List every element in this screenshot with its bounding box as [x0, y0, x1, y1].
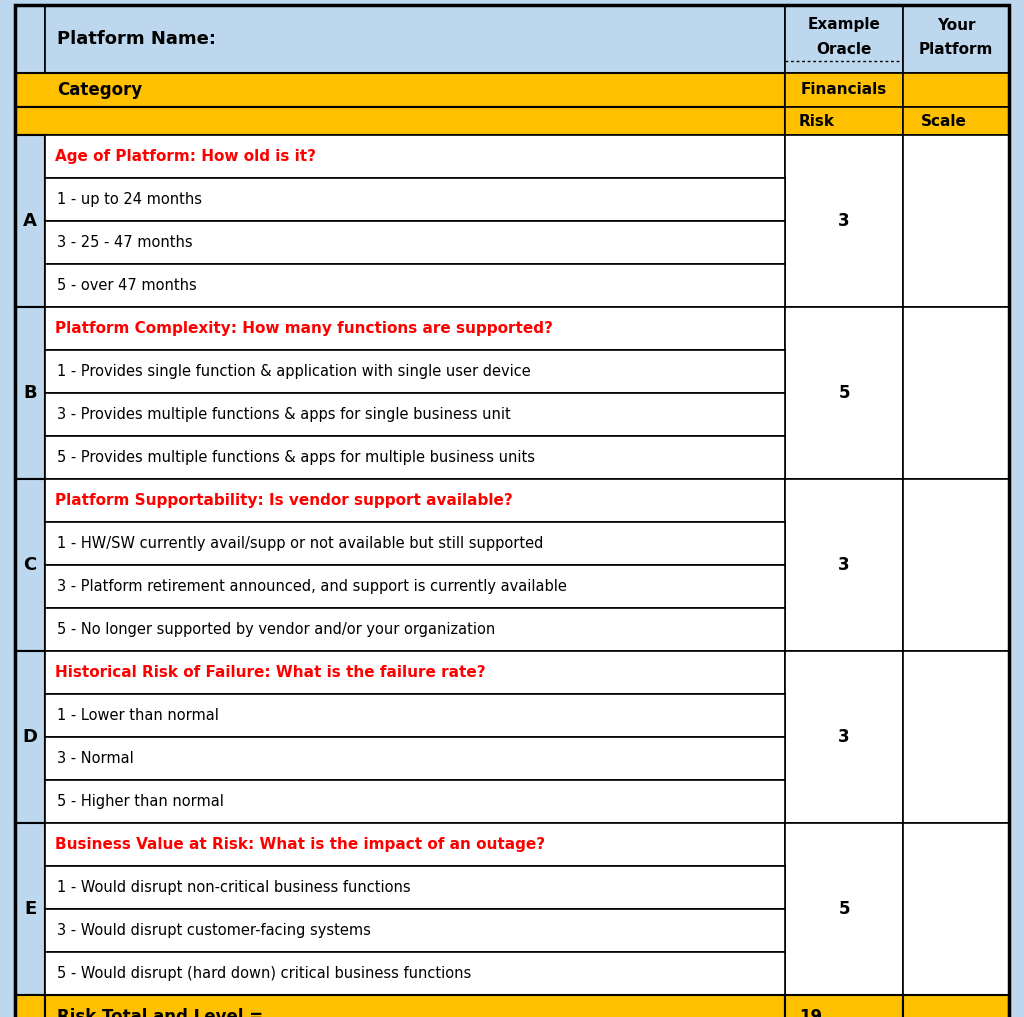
Bar: [45, 350, 785, 393]
Text: A: A: [24, 212, 37, 230]
Text: 1 - Lower than normal: 1 - Lower than normal: [57, 708, 219, 723]
Text: Your: Your: [937, 17, 975, 33]
Bar: [45, 909, 785, 952]
Text: 5 - No longer supported by vendor and/or your organization: 5 - No longer supported by vendor and/or…: [57, 622, 496, 637]
Text: Risk: Risk: [799, 114, 835, 128]
Text: 3 - Platform retirement announced, and support is currently available: 3 - Platform retirement announced, and s…: [57, 579, 567, 594]
Text: 1 - up to 24 months: 1 - up to 24 months: [57, 192, 202, 207]
Text: 19: 19: [799, 1008, 822, 1017]
Bar: [15, 135, 45, 307]
Bar: [15, 651, 45, 823]
Bar: [903, 107, 1009, 135]
Bar: [45, 995, 785, 1017]
Text: 3: 3: [839, 212, 850, 230]
Bar: [903, 823, 1009, 995]
Text: Risk Total and Level =: Risk Total and Level =: [57, 1008, 263, 1017]
Bar: [785, 823, 903, 995]
Text: C: C: [24, 556, 37, 574]
Text: 5 - over 47 months: 5 - over 47 months: [57, 278, 197, 293]
Text: 1 - HW/SW currently avail/supp or not available but still supported: 1 - HW/SW currently avail/supp or not av…: [57, 536, 544, 551]
Bar: [785, 107, 903, 135]
Bar: [45, 178, 785, 221]
Bar: [45, 522, 785, 565]
Text: 5 - Would disrupt (hard down) critical business functions: 5 - Would disrupt (hard down) critical b…: [57, 966, 471, 981]
Bar: [45, 823, 785, 866]
Bar: [45, 221, 785, 264]
Bar: [45, 737, 785, 780]
Bar: [903, 5, 1009, 73]
Text: 1 - Would disrupt non-critical business functions: 1 - Would disrupt non-critical business …: [57, 880, 411, 895]
Text: 3 - Would disrupt customer-facing systems: 3 - Would disrupt customer-facing system…: [57, 923, 371, 938]
Bar: [45, 608, 785, 651]
Bar: [903, 135, 1009, 307]
Text: 5: 5: [839, 384, 850, 402]
Text: E: E: [24, 900, 36, 918]
Bar: [785, 73, 903, 107]
Bar: [15, 995, 45, 1017]
Bar: [785, 651, 903, 823]
Bar: [15, 307, 45, 479]
Text: 5 - Higher than normal: 5 - Higher than normal: [57, 794, 224, 809]
Bar: [15, 5, 45, 73]
Bar: [45, 694, 785, 737]
Text: 5 - Provides multiple functions & apps for multiple business units: 5 - Provides multiple functions & apps f…: [57, 450, 535, 465]
Bar: [45, 436, 785, 479]
Text: Scale: Scale: [921, 114, 967, 128]
Bar: [15, 479, 45, 651]
Bar: [903, 995, 1009, 1017]
Bar: [785, 307, 903, 479]
Bar: [45, 135, 785, 178]
Bar: [903, 651, 1009, 823]
Bar: [45, 264, 785, 307]
Bar: [45, 307, 785, 350]
Text: 3 - Provides multiple functions & apps for single business unit: 3 - Provides multiple functions & apps f…: [57, 407, 511, 422]
Bar: [15, 107, 785, 135]
Bar: [903, 479, 1009, 651]
Text: Business Value at Risk: What is the impact of an outage?: Business Value at Risk: What is the impa…: [55, 837, 545, 852]
Bar: [45, 5, 785, 73]
Text: Oracle: Oracle: [816, 42, 871, 57]
Text: Financials: Financials: [801, 82, 887, 98]
Text: Age of Platform: How old is it?: Age of Platform: How old is it?: [55, 149, 316, 164]
Text: 1 - Provides single function & application with single user device: 1 - Provides single function & applicati…: [57, 364, 530, 379]
Bar: [45, 952, 785, 995]
Bar: [45, 479, 785, 522]
Text: 5: 5: [839, 900, 850, 918]
Bar: [45, 393, 785, 436]
Bar: [785, 5, 903, 73]
Text: 3 - 25 - 47 months: 3 - 25 - 47 months: [57, 235, 193, 250]
Text: Platform Name:: Platform Name:: [57, 29, 216, 48]
Bar: [15, 73, 785, 107]
Bar: [903, 307, 1009, 479]
Text: 3: 3: [839, 556, 850, 574]
Bar: [903, 73, 1009, 107]
Bar: [45, 780, 785, 823]
Text: 3 - Normal: 3 - Normal: [57, 751, 134, 766]
Text: Historical Risk of Failure: What is the failure rate?: Historical Risk of Failure: What is the …: [55, 665, 485, 680]
Text: D: D: [23, 728, 38, 746]
Bar: [45, 651, 785, 694]
Bar: [785, 135, 903, 307]
Text: Example: Example: [808, 17, 881, 33]
Text: Platform: Platform: [919, 42, 993, 57]
Text: B: B: [24, 384, 37, 402]
Text: Platform Complexity: How many functions are supported?: Platform Complexity: How many functions …: [55, 321, 553, 336]
Text: 3: 3: [839, 728, 850, 746]
Text: Platform Supportability: Is vendor support available?: Platform Supportability: Is vendor suppo…: [55, 493, 513, 508]
Text: Category: Category: [57, 81, 142, 99]
Bar: [785, 995, 903, 1017]
Bar: [45, 565, 785, 608]
Bar: [785, 479, 903, 651]
Bar: [45, 866, 785, 909]
Bar: [15, 823, 45, 995]
